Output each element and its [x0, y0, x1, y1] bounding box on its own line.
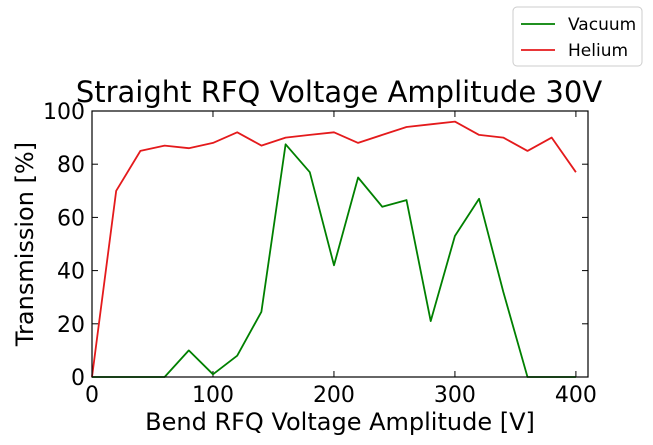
series-line-vacuum — [92, 143, 576, 378]
x-tick-label: 100 — [192, 383, 234, 408]
y-tick-label: 60 — [57, 206, 85, 231]
chart-title: Straight RFQ Voltage Amplitude 30V — [76, 75, 603, 109]
y-tick-label: 40 — [57, 260, 85, 285]
legend: Vacuum Helium — [512, 6, 643, 67]
y-tick-label: 100 — [43, 100, 85, 125]
x-tick-label: 300 — [434, 383, 476, 408]
y-tick-label: 80 — [57, 153, 85, 178]
x-axis-label: Bend RFQ Voltage Amplitude [V] — [145, 408, 535, 436]
x-tick-label: 400 — [555, 383, 597, 408]
legend-box — [512, 6, 643, 67]
x-tick-label: 0 — [85, 383, 99, 408]
plot-frame — [91, 110, 589, 378]
y-tick-label: 20 — [57, 313, 85, 338]
legend-label-vacuum: Vacuum — [568, 15, 636, 35]
legend-label-helium: Helium — [568, 41, 628, 61]
series-line-helium — [91, 120, 577, 378]
y-tick-label: 0 — [71, 366, 85, 391]
y-axis-label: Transmission [%] — [11, 142, 39, 347]
x-tick-label: 200 — [313, 383, 355, 408]
